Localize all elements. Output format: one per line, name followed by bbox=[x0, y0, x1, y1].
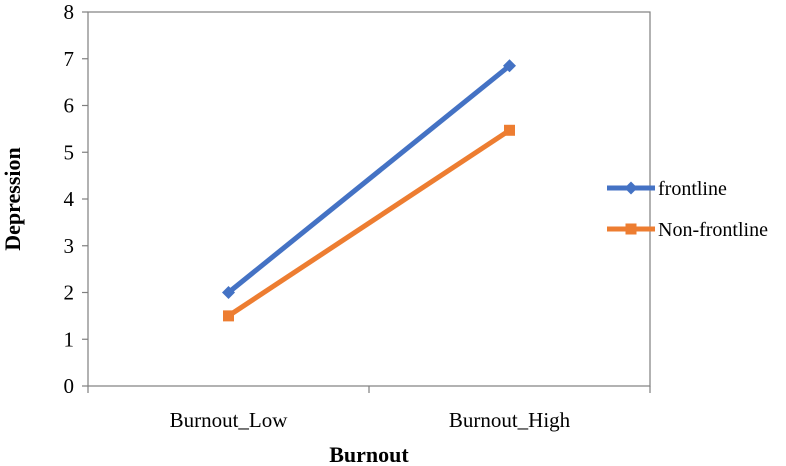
x-axis-ticks: Burnout_Low Burnout_High bbox=[87, 386, 651, 432]
legend-item-0: frontline bbox=[607, 178, 727, 200]
y-tick-label: 0 bbox=[64, 374, 75, 398]
y-tick-label: 6 bbox=[64, 94, 75, 118]
legend-swatch-marker bbox=[624, 181, 638, 195]
x-axis-title: Burnout bbox=[329, 442, 409, 466]
data-point bbox=[222, 286, 235, 299]
y-tick-label: 7 bbox=[64, 47, 75, 71]
y-tick-label: 5 bbox=[64, 140, 75, 164]
legend: frontline Non-frontline bbox=[607, 178, 768, 241]
series-1 bbox=[223, 124, 515, 322]
y-tick-label: 1 bbox=[64, 327, 75, 351]
series-line bbox=[226, 63, 512, 295]
series-layer bbox=[222, 59, 516, 322]
y-tick-label: 4 bbox=[64, 187, 75, 211]
legend-label: frontline bbox=[658, 178, 727, 200]
y-axis-ticks: 0 1 2 3 4 5 6 7 8 bbox=[64, 0, 88, 398]
legend-swatch-marker bbox=[625, 223, 637, 235]
data-point bbox=[503, 59, 516, 73]
y-tick-label: 3 bbox=[64, 234, 75, 258]
x-tick-label: Burnout_Low bbox=[170, 408, 289, 432]
series-0 bbox=[222, 59, 516, 299]
legend-label: Non-frontline bbox=[658, 219, 768, 241]
plot-area-frame bbox=[87, 11, 651, 387]
plot-border bbox=[87, 11, 651, 387]
series-line bbox=[227, 128, 511, 318]
data-point bbox=[223, 310, 234, 322]
x-tick-label: Burnout_High bbox=[449, 408, 571, 432]
y-axis-title: Depression bbox=[0, 147, 25, 251]
legend-item-1: Non-frontline bbox=[607, 219, 768, 241]
data-point bbox=[504, 124, 515, 136]
y-tick-label: 2 bbox=[64, 281, 75, 305]
y-tick-label: 8 bbox=[64, 0, 75, 24]
